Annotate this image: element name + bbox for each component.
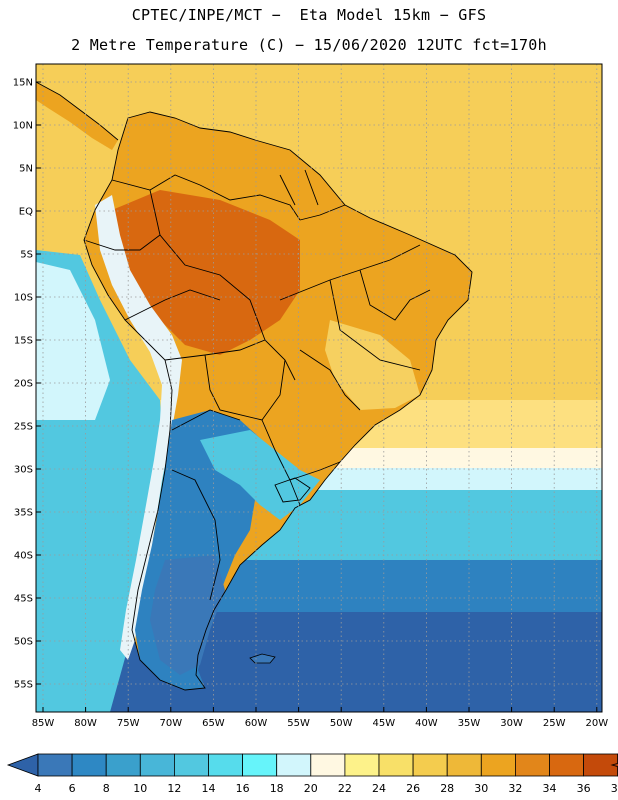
- lon-label: 75W: [117, 718, 140, 729]
- lat-label: 5S: [20, 250, 33, 261]
- lon-label: 85W: [32, 718, 55, 729]
- colorbar-label: 18: [270, 782, 284, 795]
- lon-label: 20W: [585, 718, 608, 729]
- mild-east-region: [325, 320, 420, 410]
- andes-ridge: [95, 195, 182, 660]
- colorbar: 4 6 8 10 12 14 16 18 20 22 24 26 28 30 32 34 36 38: [6, 753, 618, 795]
- title-line-2: 2 Metre Temperature (C) − 15/06/2020 12U…: [71, 36, 547, 54]
- colorbar-label: 30: [474, 782, 488, 795]
- lat-label: 20S: [14, 379, 33, 390]
- pacific-light-region: [36, 262, 110, 420]
- colorbar-swatch: [378, 753, 414, 777]
- lon-label: 50W: [330, 718, 353, 729]
- colorbar-label: 38: [611, 782, 618, 795]
- map-panel: [36, 64, 602, 712]
- lon-label: 70W: [159, 718, 182, 729]
- lon-label: 45W: [372, 718, 395, 729]
- colorbar-swatch: [208, 753, 243, 777]
- colorbar-label: 34: [543, 782, 557, 795]
- colorbar-low-arrow: [6, 753, 39, 777]
- colorbar-label: 14: [202, 782, 216, 795]
- lon-label: 55W: [287, 718, 310, 729]
- colorbar-swatch: [310, 753, 346, 777]
- colorbar-label: 10: [133, 782, 147, 795]
- colorbar-label: 6: [69, 782, 76, 795]
- falkland-islands: [249, 653, 276, 664]
- colorbar-swatch: [139, 753, 175, 777]
- lat-label: EQ: [19, 207, 33, 218]
- lat-label: 45S: [14, 594, 33, 605]
- longitude-axis: 85W 80W 75W 70W 65W 60W 55W 50W 45W 40W 35W 30W 25W 2…: [32, 707, 608, 729]
- lat-label: 5N: [19, 164, 33, 175]
- country-borders: [36, 81, 473, 691]
- colorbar-swatch: [276, 753, 312, 777]
- colorbar-swatch: [480, 753, 516, 777]
- lat-label: 15S: [14, 336, 33, 347]
- colorbar-label: 26: [406, 782, 420, 795]
- colorbar-label: 4: [35, 782, 42, 795]
- lat-label: 30S: [14, 465, 33, 476]
- central-america: [36, 82, 118, 150]
- lat-label: 25S: [14, 422, 33, 433]
- colorbar-label: 32: [508, 782, 522, 795]
- colorbar-swatch: [105, 753, 141, 777]
- lat-label: 40S: [14, 551, 33, 562]
- colorbar-swatch: [549, 753, 584, 777]
- colorbar-swatch: [515, 753, 550, 777]
- lat-label: 10S: [14, 293, 33, 304]
- colorbar-label: 22: [338, 782, 352, 795]
- colorbar-label: 8: [103, 782, 110, 795]
- lon-label: 80W: [74, 718, 97, 729]
- colorbar-high-arrow: [610, 762, 618, 768]
- colorbar-swatch: [37, 753, 73, 777]
- title-line-1: CPTEC/INPE/MCT − Eta Model 15km − GFS: [131, 6, 487, 24]
- lat-label: 10N: [13, 121, 33, 132]
- latitude-axis: 15N 10N 5N EQ 5S 10S 15S 20S 25S 30S 35S 40S 45S 50S 5…: [13, 78, 41, 691]
- lat-label: 50S: [14, 637, 33, 648]
- lat-label: 55S: [14, 680, 33, 691]
- colorbar-label: 24: [372, 782, 386, 795]
- lon-label: 35W: [458, 718, 481, 729]
- colorbar-label: 36: [577, 782, 591, 795]
- lon-label: 65W: [202, 718, 225, 729]
- map-frame: [35, 63, 603, 713]
- colorbar-swatch: [173, 753, 209, 777]
- lon-label: 40W: [415, 718, 438, 729]
- colorbar-label: 20: [304, 782, 318, 795]
- lon-label: 60W: [245, 718, 268, 729]
- colorbar-label: 16: [236, 782, 250, 795]
- colorbar-swatch: [446, 753, 482, 777]
- colorbar-swatch: [344, 753, 380, 777]
- patagonia-region: [150, 555, 225, 675]
- lon-label: 30W: [500, 718, 523, 729]
- colorbar-swatch: [242, 753, 278, 777]
- graticule: [36, 64, 602, 712]
- uruguay-outline: [274, 477, 311, 503]
- lat-label: 35S: [14, 508, 33, 519]
- lat-label: 15N: [13, 78, 33, 89]
- colorbar-label: 12: [167, 782, 181, 795]
- pampas-region: [200, 430, 320, 520]
- colorbar-swatch: [71, 753, 107, 777]
- lon-label: 25W: [543, 718, 566, 729]
- colorbar-label: 28: [440, 782, 454, 795]
- colorbar-swatch: [412, 753, 448, 777]
